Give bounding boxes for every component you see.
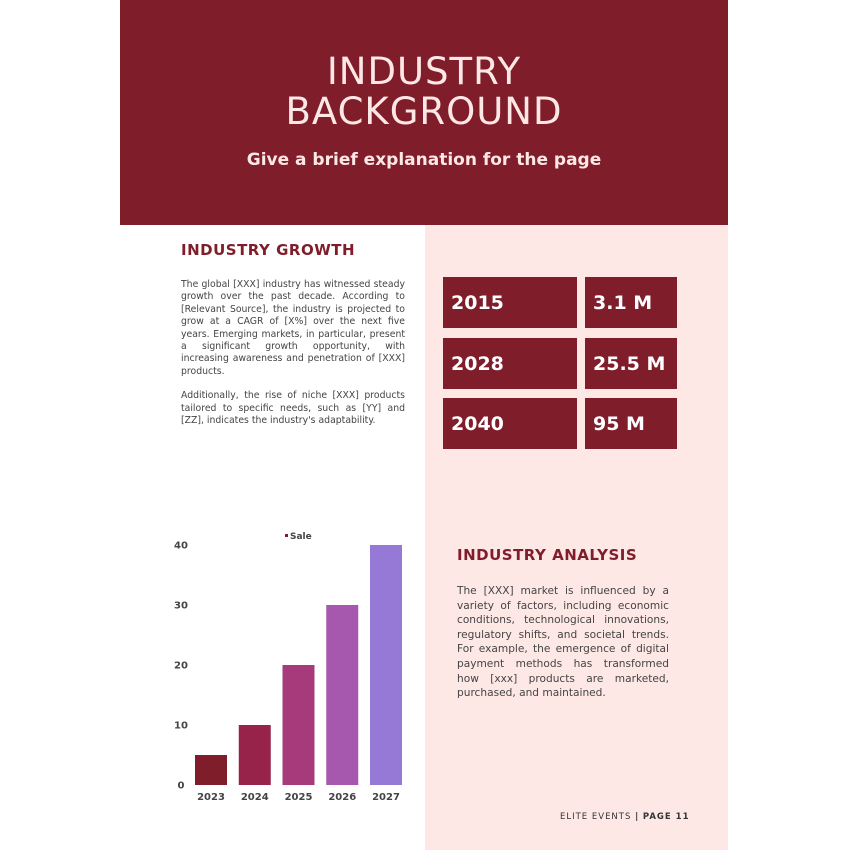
title-line-2: BACKGROUND xyxy=(285,90,563,133)
analysis-heading: INDUSTRY ANALYSIS xyxy=(457,546,638,564)
footer-brand: ELITE EVENTS xyxy=(560,812,632,822)
bar-2024 xyxy=(238,725,271,785)
bar-2023 xyxy=(195,755,227,785)
growth-paragraph-2: Additionally, the rise of niche [XXX] pr… xyxy=(181,390,405,427)
title-line-1: INDUSTRY xyxy=(326,50,522,93)
page-subtitle: Give a brief explanation for the page xyxy=(246,150,602,170)
x-tick-label: 2026 xyxy=(328,792,356,803)
header-banner: INDUSTRY BACKGROUND Give a brief explana… xyxy=(120,0,728,225)
bar-2026 xyxy=(326,605,359,785)
stat-year: 2028 xyxy=(443,338,577,389)
legend-swatch xyxy=(285,534,288,537)
page-title: INDUSTRY BACKGROUND xyxy=(120,52,728,132)
legend-label: Sale xyxy=(290,532,312,542)
y-tick-label: 0 xyxy=(178,781,185,792)
stat-value: 95 M xyxy=(585,398,677,449)
growth-text: The global [XXX] industry has witnessed … xyxy=(181,279,405,427)
growth-heading: INDUSTRY GROWTH xyxy=(181,241,356,259)
bar-2027 xyxy=(370,545,402,785)
x-tick-label: 2027 xyxy=(372,792,400,803)
x-tick-label: 2025 xyxy=(285,792,313,803)
analysis-text: The [XXX] market is influenced by a vari… xyxy=(457,585,669,700)
stat-value: 25.5 M xyxy=(585,338,677,389)
y-tick-label: 40 xyxy=(174,541,188,552)
bar-2025 xyxy=(282,665,315,785)
right-panel xyxy=(425,225,728,850)
stat-value: 3.1 M xyxy=(585,277,677,328)
x-tick-label: 2024 xyxy=(241,792,269,803)
footer-separator: | xyxy=(635,812,640,822)
x-tick-label: 2023 xyxy=(197,792,225,803)
footer-page-number: PAGE 11 xyxy=(642,812,690,822)
growth-paragraph-1: The global [XXX] industry has witnessed … xyxy=(181,279,405,377)
y-tick-label: 30 xyxy=(174,601,188,612)
y-tick-label: 10 xyxy=(174,721,188,732)
footer: ELITE EVENTS | PAGE 11 xyxy=(560,812,690,822)
stat-year: 2015 xyxy=(443,277,577,328)
stat-year: 2040 xyxy=(443,398,577,449)
y-tick-label: 20 xyxy=(174,661,188,672)
